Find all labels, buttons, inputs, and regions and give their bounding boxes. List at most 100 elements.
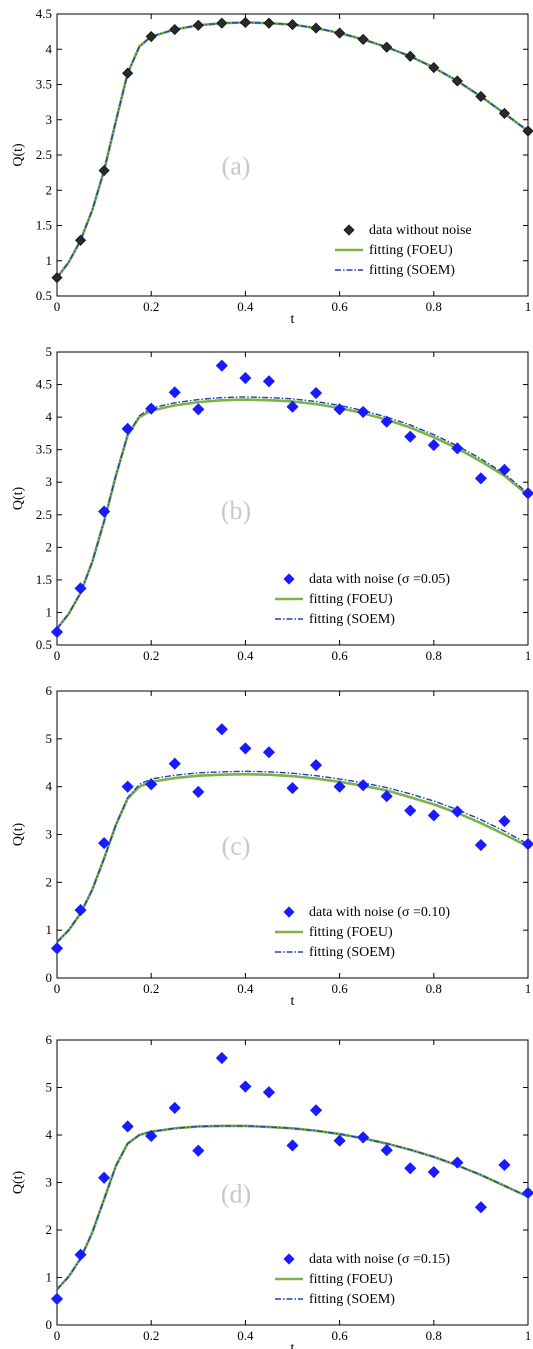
x-tick-label: 0.8 — [426, 1328, 442, 1343]
x-tick-label: 0.4 — [237, 648, 254, 663]
data-point — [498, 463, 511, 476]
legend: data with noise (σ =0.15) fitting (FOEU) f… — [275, 1252, 450, 1307]
x-tick-label: 0.6 — [331, 1328, 348, 1343]
data-point — [50, 625, 64, 639]
y-axis-label: Q(t) — [11, 1171, 26, 1195]
data-point — [74, 582, 87, 595]
legend-marker-data — [283, 906, 295, 918]
y-axis-label: Q(t) — [11, 823, 26, 847]
data-point — [239, 742, 252, 755]
x-tick-label: 0.2 — [143, 1328, 159, 1343]
data-point — [333, 1134, 346, 1147]
data-point — [498, 815, 511, 828]
chart-panel-2: 0 0.2 0.4 0.6 0.8 1 0.5 1 1.5 2 2.5 3 3.5 4 4.5 5 Q(t) (b… — [11, 344, 533, 663]
panel-label: (d) — [221, 1179, 251, 1208]
x-tick-label: 0.2 — [143, 981, 159, 996]
data-point — [121, 1120, 134, 1133]
data-point — [98, 1171, 111, 1184]
legend-entry-label: data with noise (σ =0.15) — [309, 1252, 450, 1267]
data-point — [498, 1158, 511, 1171]
data-point — [309, 386, 323, 400]
data-point — [122, 67, 134, 79]
legend-entry-label: data with noise (σ =0.05) — [309, 572, 450, 587]
x-tick-label: 0.4 — [237, 1328, 254, 1343]
x-axis-label: t — [291, 1341, 295, 1349]
legend-entry-label: data without noise — [369, 223, 472, 238]
data-point — [145, 778, 158, 791]
data-point — [451, 1156, 464, 1169]
data-point — [427, 439, 440, 452]
data-point — [74, 234, 87, 246]
data-point — [357, 405, 370, 418]
data-point — [262, 746, 276, 759]
data-point — [145, 30, 157, 43]
data-point — [215, 723, 228, 736]
y-tick-label: 0 — [46, 970, 53, 985]
data-point — [98, 505, 111, 518]
data-point — [121, 422, 134, 435]
y-tick-label: 3.5 — [36, 77, 52, 92]
data-point — [169, 23, 181, 36]
legend-marker-data — [283, 573, 295, 585]
y-tick-label: 2 — [46, 539, 53, 554]
data-point — [50, 1292, 64, 1305]
y-tick-label: 1.5 — [36, 572, 52, 587]
data-point — [451, 75, 463, 87]
y-tick-label: 2 — [46, 1222, 53, 1237]
y-tick-label: 2 — [46, 874, 53, 889]
data-point — [192, 19, 204, 31]
data-point — [98, 837, 111, 850]
data-point — [262, 1086, 276, 1099]
data-point — [404, 804, 417, 817]
legend-marker-data — [343, 224, 355, 236]
legend-marker-data — [283, 1253, 295, 1265]
data-point — [50, 942, 64, 955]
data-point — [263, 17, 275, 29]
y-axis-label: Q(t) — [11, 487, 26, 511]
data-point — [74, 904, 87, 917]
y-tick-label: 0 — [46, 1317, 53, 1332]
y-tick-label: 3 — [46, 827, 53, 842]
y-tick-label: 0.5 — [36, 288, 52, 303]
x-tick-label: 0.2 — [143, 648, 159, 663]
data-point — [121, 780, 134, 793]
y-tick-label: 1 — [46, 253, 53, 268]
data-point — [381, 41, 393, 53]
panel-label: (a) — [222, 152, 251, 181]
data-point — [428, 62, 440, 74]
data-point — [475, 90, 487, 103]
y-tick-label: 0.5 — [36, 637, 52, 652]
x-tick-label: 0.8 — [426, 648, 442, 663]
legend-entry-label: fitting (SOEM) — [309, 945, 395, 960]
data-point — [286, 782, 299, 795]
legend-entry-label: fitting (FOEU) — [309, 592, 393, 607]
data-point — [215, 359, 228, 372]
data-point — [168, 386, 181, 399]
x-tick-label: 0.6 — [331, 981, 348, 996]
data-point — [521, 838, 533, 851]
x-tick-label: 1 — [525, 299, 532, 314]
y-tick-label: 4.5 — [36, 6, 52, 21]
x-axis-label: t — [291, 312, 295, 327]
x-tick-label: 0 — [54, 299, 61, 314]
y-tick-label: 4 — [46, 779, 53, 794]
x-tick-label: 0.8 — [426, 299, 442, 314]
y-tick-label: 3 — [46, 1175, 53, 1190]
data-point — [380, 1144, 393, 1157]
data-point — [404, 430, 417, 443]
y-tick-label: 3.5 — [36, 442, 52, 457]
x-axis-label: t — [291, 994, 295, 1009]
x-tick-label: 0.6 — [331, 299, 348, 314]
legend-entry-label: fitting (FOEU) — [309, 925, 393, 940]
data-point — [309, 759, 323, 772]
legend-entry-label: fitting (FOEU) — [309, 1272, 393, 1287]
y-tick-label: 4.5 — [36, 377, 52, 392]
data-point — [404, 50, 416, 62]
data-point — [239, 16, 251, 29]
x-tick-label: 1 — [525, 648, 532, 663]
data-point — [333, 780, 346, 793]
data-point — [74, 1248, 87, 1261]
plot-frame — [56, 1039, 529, 1326]
legend-entry-label: fitting (FOEU) — [369, 243, 453, 258]
